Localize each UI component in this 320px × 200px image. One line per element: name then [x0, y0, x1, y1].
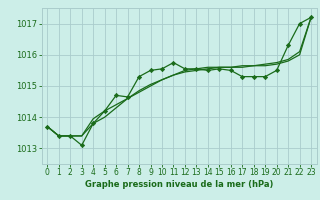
X-axis label: Graphe pression niveau de la mer (hPa): Graphe pression niveau de la mer (hPa)	[85, 180, 273, 189]
